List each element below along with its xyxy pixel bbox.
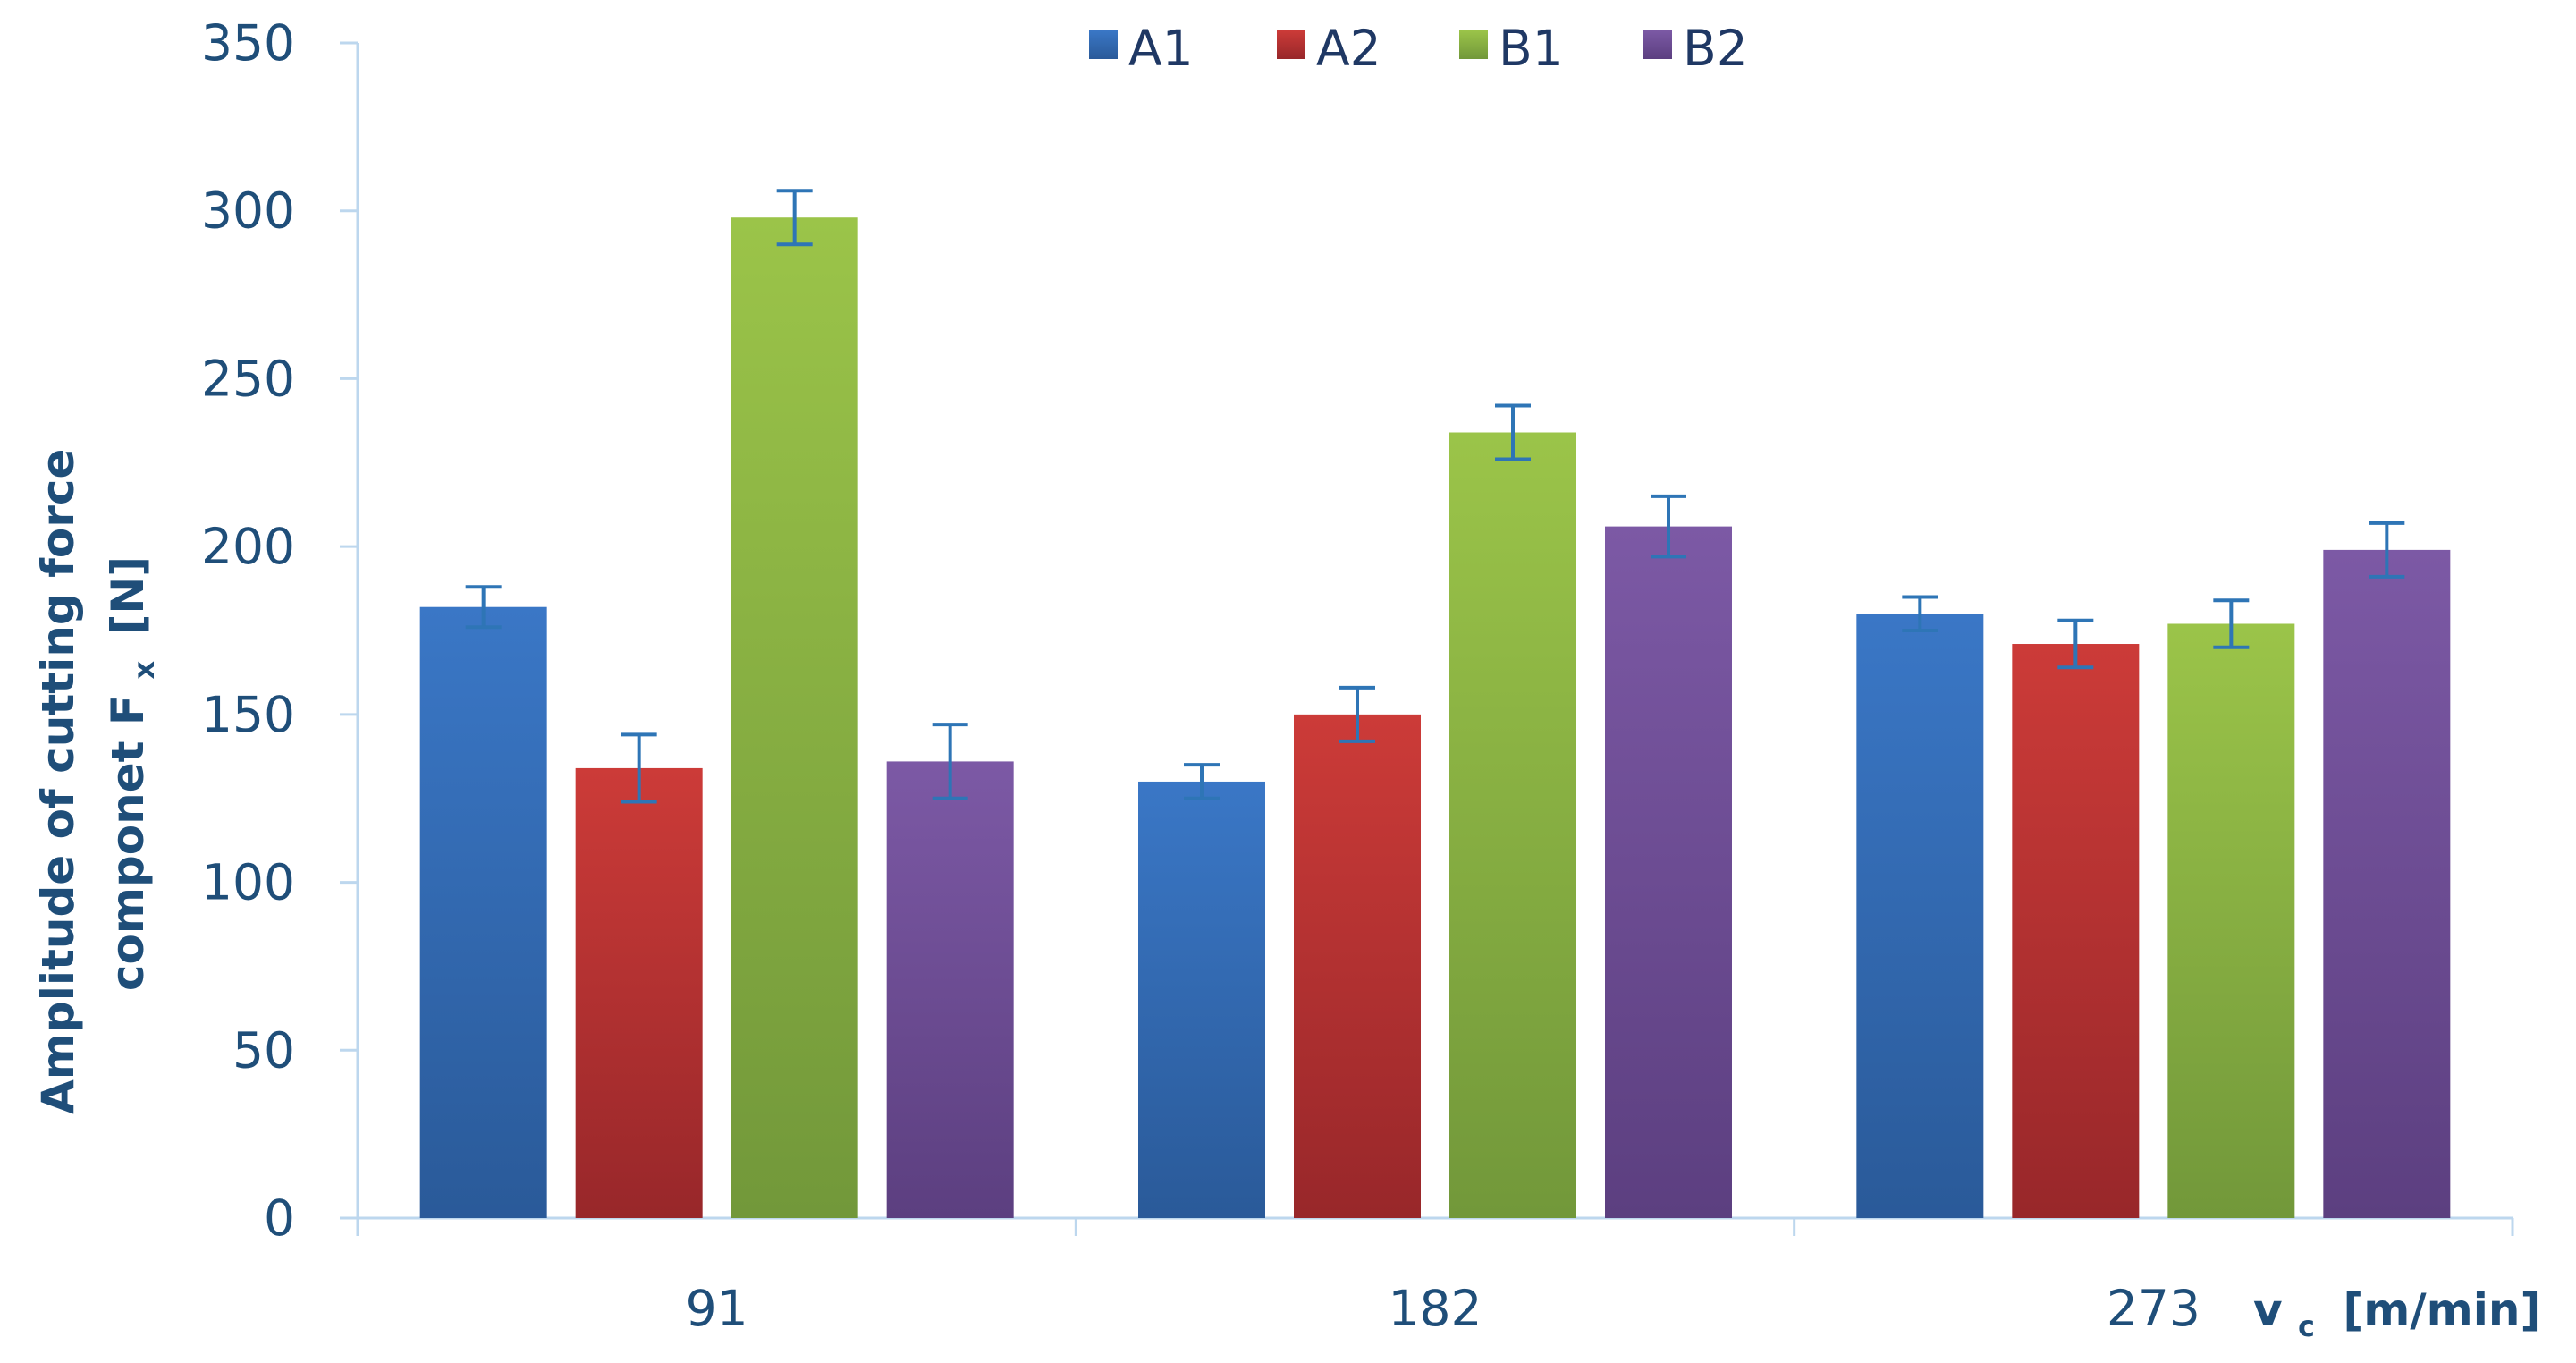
y-tick-label: 50 <box>232 1021 295 1079</box>
y-axis-title: Amplitude of cutting force componet F x … <box>32 433 165 1114</box>
bar-b1-91 <box>731 217 858 1218</box>
x-tick-label: 91 <box>686 1280 748 1337</box>
bar-b1-182 <box>1449 432 1576 1218</box>
axes <box>356 43 2513 1220</box>
y-tick-label: 150 <box>201 686 295 743</box>
x-axis-title-units: [m/min] <box>2343 1284 2540 1336</box>
y-axis-title-line1: Amplitude of cutting force <box>32 449 84 1114</box>
y-tick-label: 100 <box>201 854 295 911</box>
legend-label: A1 <box>1128 20 1194 77</box>
legend-item-a2: A2 <box>1277 20 1381 77</box>
error-bar-b2-91 <box>932 723 968 800</box>
y-axis-title-line2: componet F <box>102 695 154 991</box>
y-axis-ticks: 0 50 100 150 200 250 300 350 <box>201 14 358 1247</box>
x-axis-title: v c [m/min] <box>2253 1284 2540 1347</box>
error-bar-b2-273 <box>2369 521 2405 579</box>
error-bar-a2-273 <box>2057 618 2094 670</box>
legend-swatch <box>1089 30 1118 59</box>
legend-swatch <box>1277 30 1305 59</box>
bar-b2-91 <box>886 761 1014 1218</box>
legend-label: A2 <box>1316 20 1381 77</box>
error-bar-a1-182 <box>1184 763 1220 800</box>
error-bar-a1-273 <box>1902 595 1938 632</box>
bar-a1-273 <box>1856 614 1984 1218</box>
legend-item-a1: A1 <box>1089 20 1194 77</box>
legend-swatch <box>1643 30 1672 59</box>
bar-a1-91 <box>419 606 547 1218</box>
legend: A1 A2 B1 B2 <box>1089 20 1748 77</box>
bars <box>419 217 2451 1218</box>
legend-item-b2: B2 <box>1643 20 1748 77</box>
x-tick-label: 273 <box>2107 1280 2200 1337</box>
error-bar-a2-91 <box>621 732 657 804</box>
legend-swatch <box>1459 30 1488 59</box>
legend-label: B2 <box>1683 20 1748 77</box>
y-axis-title-subscript: x <box>127 661 161 680</box>
error-bar-b1-273 <box>2213 598 2250 649</box>
bar-a2-273 <box>2012 644 2140 1218</box>
bar-b1-273 <box>2167 623 2295 1218</box>
y-tick-label: 350 <box>201 14 295 72</box>
error-bar-a2-182 <box>1339 685 1375 743</box>
y-axis-title-units: [N] <box>102 556 154 635</box>
x-axis-title-subscript: c <box>2298 1309 2315 1343</box>
error-bar-b2-182 <box>1651 494 1686 559</box>
error-bar-a1-91 <box>465 585 502 630</box>
y-tick-label: 200 <box>201 518 295 575</box>
y-tick-label: 300 <box>201 182 295 240</box>
x-tick-label: 182 <box>1389 1280 1482 1337</box>
x-axis-ticks: 91 182 273 <box>356 1218 2514 1337</box>
bar-b2-182 <box>1605 526 1732 1218</box>
y-tick-label: 0 <box>264 1189 295 1247</box>
legend-label: B1 <box>1499 20 1564 77</box>
bar-a2-182 <box>1294 714 1421 1218</box>
bar-a2-91 <box>575 767 703 1218</box>
error-bars <box>465 189 2405 804</box>
error-bar-b1-91 <box>776 189 813 247</box>
bar-a1-182 <box>1138 781 1265 1218</box>
bar-b2-273 <box>2323 549 2451 1218</box>
error-bar-b1-182 <box>1495 403 1531 461</box>
legend-item-b1: B1 <box>1459 20 1564 77</box>
y-tick-label: 250 <box>201 350 295 407</box>
x-axis-title-symbol: v <box>2253 1284 2283 1336</box>
